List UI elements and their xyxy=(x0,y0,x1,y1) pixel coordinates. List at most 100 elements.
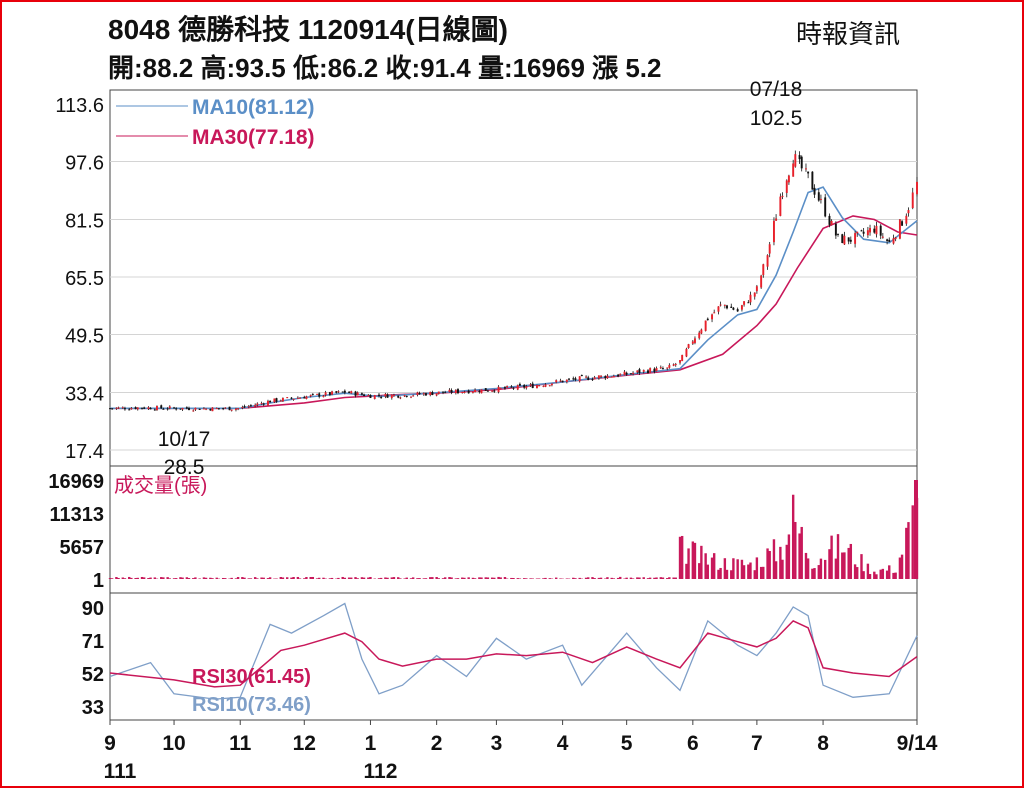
candle-body xyxy=(503,387,506,389)
candle-body xyxy=(629,373,632,375)
candle-body xyxy=(647,370,649,374)
volume-bar xyxy=(497,576,500,579)
volume-bar xyxy=(730,570,733,579)
volume-bar xyxy=(386,577,389,579)
candle-body xyxy=(109,408,111,410)
rsi-tick-label: 71 xyxy=(82,631,104,653)
volume-bar xyxy=(759,566,763,579)
candle-body xyxy=(516,385,519,390)
volume-bar xyxy=(236,577,240,579)
volume-bar xyxy=(574,578,577,579)
candle-body xyxy=(568,378,570,380)
volume-bar xyxy=(516,578,519,579)
volume-bar xyxy=(493,577,496,579)
candle-body xyxy=(847,237,850,242)
candle-body xyxy=(916,181,918,195)
candle-body xyxy=(185,407,188,409)
volume-bar xyxy=(162,577,165,579)
candle-body xyxy=(348,391,351,393)
candle-body xyxy=(775,218,778,221)
candle-body xyxy=(538,385,541,387)
volume-bar xyxy=(230,577,233,579)
volume-bar xyxy=(828,549,831,579)
volume-bar xyxy=(241,577,244,579)
volume-bar xyxy=(461,577,464,579)
volume-bar xyxy=(642,577,645,579)
volume-bar xyxy=(418,578,421,579)
volume-bar xyxy=(285,577,289,579)
volume-bar xyxy=(369,576,372,579)
candle-body xyxy=(536,385,538,389)
volume-bar xyxy=(422,578,426,579)
candle-body xyxy=(141,407,143,409)
candle-body xyxy=(753,292,756,297)
volume-bar xyxy=(736,559,739,579)
volume-bar xyxy=(629,577,633,579)
candle-body xyxy=(561,380,564,383)
candle-body xyxy=(322,395,325,398)
candle-body xyxy=(649,368,652,373)
candle-body xyxy=(636,370,639,373)
volume-bar xyxy=(811,568,814,579)
volume-bar xyxy=(337,577,340,579)
candle-body xyxy=(510,386,513,388)
candle-body xyxy=(442,391,445,393)
candle-body xyxy=(730,306,733,308)
candle-body xyxy=(331,391,334,395)
candle-body xyxy=(160,405,163,409)
volume-bar xyxy=(110,578,114,579)
candle-body xyxy=(149,407,152,410)
volume-bar xyxy=(841,552,844,579)
volume-bar xyxy=(785,544,788,579)
volume-bar xyxy=(597,577,601,579)
candle-body xyxy=(623,371,626,376)
rsi-panel-border xyxy=(109,592,918,721)
price-tick-label: 81.5 xyxy=(65,210,104,232)
volume-bar xyxy=(443,577,447,579)
candle-body xyxy=(717,306,720,312)
candle-body xyxy=(597,375,600,379)
candle-body xyxy=(324,392,327,396)
candle-body xyxy=(237,408,240,410)
candle-body xyxy=(478,391,481,393)
candle-body xyxy=(153,409,156,411)
volume-bar xyxy=(888,565,891,579)
candle-body xyxy=(461,392,464,394)
volume-bar xyxy=(392,577,396,579)
x-month-label: 5 xyxy=(621,732,633,755)
volume-bar xyxy=(397,577,400,579)
volume-bar xyxy=(429,577,432,579)
candle-body xyxy=(798,155,801,160)
ma10-line xyxy=(110,186,918,410)
volume-bar xyxy=(740,559,744,579)
candle-body xyxy=(378,394,380,396)
volume-bar xyxy=(441,578,445,579)
volume-bar xyxy=(646,578,650,579)
volume-bar xyxy=(834,558,838,579)
volume-bar xyxy=(819,558,823,579)
candle-body xyxy=(418,392,421,395)
candle-body xyxy=(480,389,483,394)
volume-bar xyxy=(262,577,265,579)
candle-body xyxy=(275,398,278,402)
price-tick-label: 49.5 xyxy=(65,326,104,348)
x-month-label: 2 xyxy=(431,732,443,755)
volume-bar xyxy=(181,577,184,579)
volume-bar xyxy=(554,577,558,579)
rsi-tick-label: 90 xyxy=(82,598,104,620)
candle-body xyxy=(548,385,551,387)
candle-body xyxy=(685,348,688,357)
volume-bar xyxy=(185,577,189,579)
candle-body xyxy=(892,238,895,244)
candle-body xyxy=(457,389,459,394)
volume-bar xyxy=(648,577,652,579)
candle-body xyxy=(471,391,474,393)
candle-body xyxy=(175,408,178,410)
volume-bar xyxy=(706,564,709,579)
volume-bar xyxy=(616,577,620,579)
volume-bar xyxy=(108,578,112,579)
volume-bar xyxy=(542,578,545,579)
candle-body xyxy=(766,255,769,267)
candle-body xyxy=(653,368,656,372)
volume-bar xyxy=(672,577,675,579)
